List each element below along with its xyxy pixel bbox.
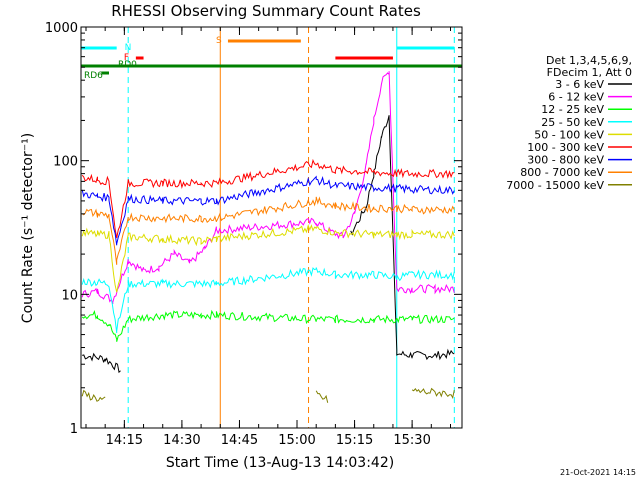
x-tick-label: 14:45: [221, 433, 258, 448]
series-line: [81, 267, 455, 334]
y-axis-label: Count Rate (s⁻¹ detector⁻¹): [20, 133, 36, 323]
series-line: [82, 352, 121, 374]
legend-header: Det 1,3,4,5,6,9,: [546, 54, 632, 67]
flag-label: RD0: [118, 60, 137, 70]
series-line: [81, 196, 455, 265]
x-axis-label: Start Time (13-Aug-13 14:03:42): [166, 455, 394, 471]
x-tick-label: 14:30: [163, 433, 200, 448]
legend: Det 1,3,4,5,6,9,FDecim 1, Att 03 - 6 keV…: [506, 54, 632, 192]
legend-entry-label: 25 - 50 keV: [541, 116, 604, 129]
x-tick-label: 15:30: [393, 433, 430, 448]
series-line: [81, 224, 455, 293]
legend-entry-label: 50 - 100 keV: [534, 128, 604, 141]
y-tick-label: 10: [61, 288, 78, 303]
legend-header: FDecim 1, Att 0: [547, 66, 632, 79]
series-line: [315, 390, 329, 403]
legend-entry-label: 7000 - 15000 keV: [506, 179, 604, 192]
flag-label: S: [216, 36, 222, 46]
x-tick-label: 15:00: [278, 433, 315, 448]
series-line: [411, 387, 455, 399]
chart-title: RHESSI Observing Summary Count Rates: [111, 2, 421, 20]
series-lines: [81, 71, 455, 403]
series-line: [81, 158, 455, 239]
plot-frame: [80, 26, 463, 429]
y-tick-label: 1000: [45, 21, 78, 36]
x-tick-label: 15:15: [336, 433, 373, 448]
y-tick-label: 100: [53, 155, 78, 170]
series-line: [350, 115, 455, 361]
series-line: [81, 389, 106, 402]
footer-date: 21-Oct-2021 14:15: [560, 468, 636, 477]
legend-entry-label: 12 - 25 keV: [541, 103, 604, 116]
axes: 14:15 14:30 14:45 15:00 15:15 15:30 1 10 100 1000: [45, 21, 462, 448]
series-line: [81, 309, 455, 342]
legend-entry-label: 6 - 12 keV: [548, 91, 604, 104]
legend-entry-label: 300 - 800 keV: [527, 154, 604, 167]
flag-label: N: [125, 43, 132, 53]
series-line: [81, 71, 455, 305]
legend-entry-label: 100 - 300 keV: [527, 141, 604, 154]
flag-label: F: [124, 53, 129, 63]
series-line: [81, 175, 455, 246]
flag-label: RD6: [84, 71, 103, 81]
legend-entry-label: 800 - 7000 keV: [520, 166, 604, 179]
y-tick-label: 1: [70, 422, 78, 437]
legend-entry-label: 3 - 6 keV: [555, 78, 604, 91]
x-tick-label: 14:15: [106, 433, 143, 448]
